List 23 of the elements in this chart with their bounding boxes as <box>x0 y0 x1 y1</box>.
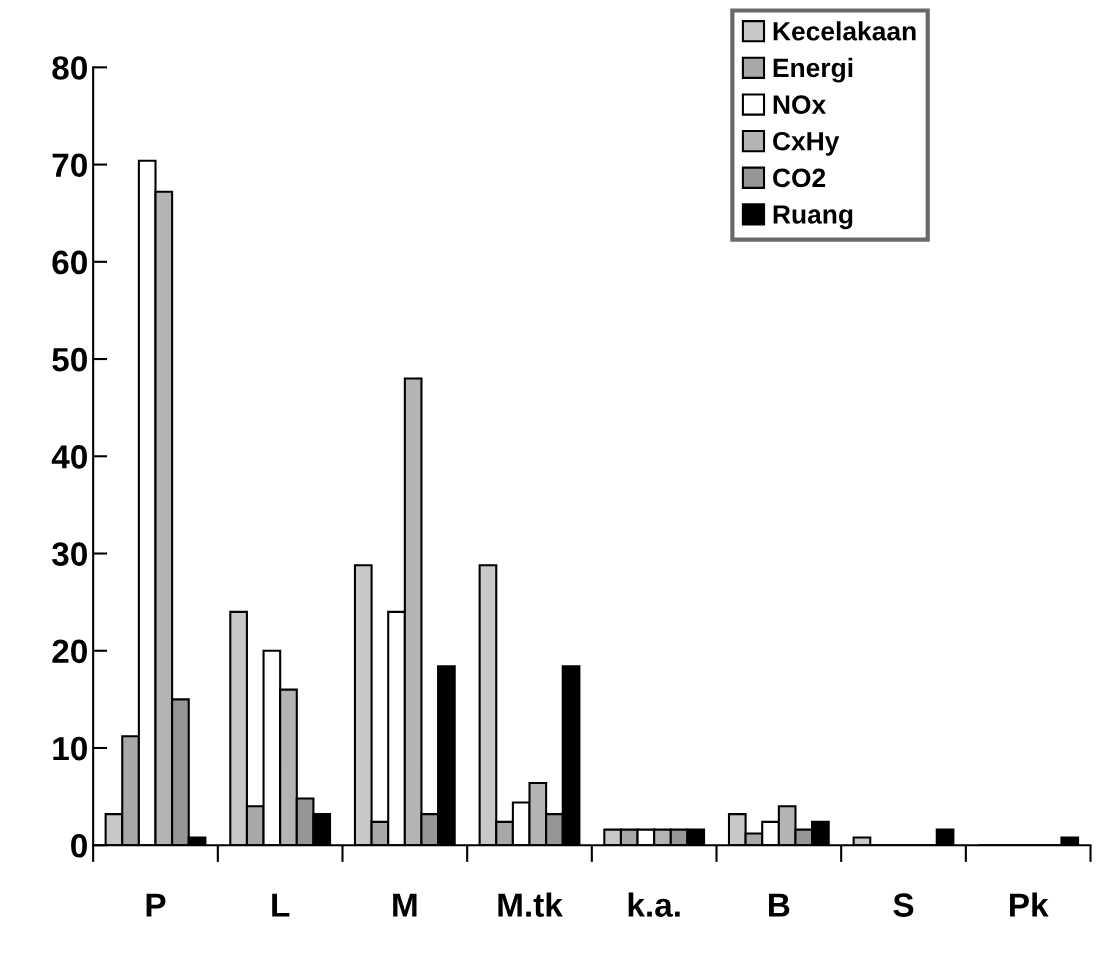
legend-label: Ruang <box>773 205 853 230</box>
legend-label: CO2 <box>773 168 826 188</box>
y-tick-label: 10 <box>53 736 87 761</box>
legend-label: Energi <box>773 57 853 83</box>
legend-label: CxHy <box>773 131 840 156</box>
y-tick-label: 50 <box>52 347 87 372</box>
y-tick-label: 80 <box>52 56 87 80</box>
x-tick-label: k.a. <box>628 892 680 917</box>
x-tick-label: Pk <box>1010 892 1049 917</box>
x-tick-label: M.tk <box>498 892 563 917</box>
y-tick-label: 30 <box>51 542 87 566</box>
legend-label: NOx <box>773 95 826 114</box>
x-tick-label: B <box>769 893 790 917</box>
y-tick-label: 70 <box>52 153 87 177</box>
x-tick-label: M <box>393 893 417 917</box>
legend-label: Kecelakaan <box>773 21 916 41</box>
x-tick-label: L <box>272 893 290 917</box>
y-tick-label: 40 <box>51 445 87 469</box>
y-tick-label: 0 <box>71 834 87 858</box>
y-tick-label: 20 <box>52 639 87 664</box>
x-tick-label: P <box>146 893 166 917</box>
x-tick-label: S <box>893 893 914 917</box>
y-tick-label: 60 <box>52 250 87 275</box>
